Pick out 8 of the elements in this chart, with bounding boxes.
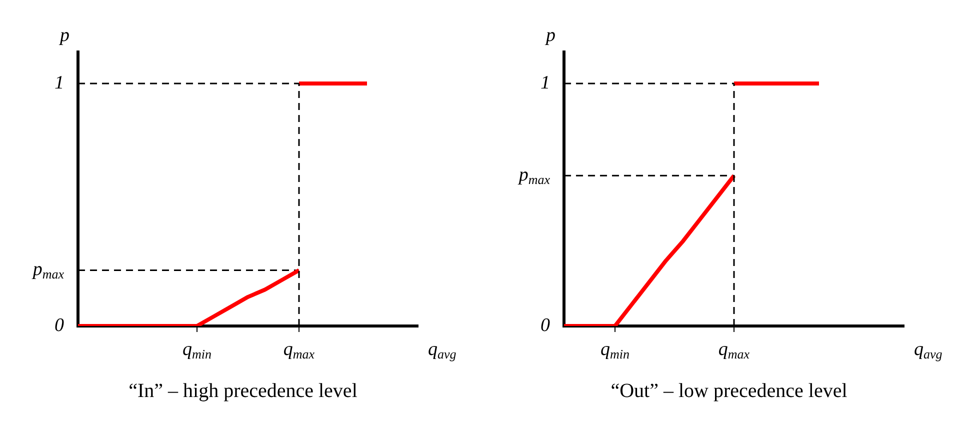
y-tick-label: 0 (54, 315, 64, 336)
y-tick-label: 1 (540, 72, 550, 94)
text: “Out” – low precedence level (610, 380, 848, 403)
y-axis-title: p (544, 25, 556, 46)
y-axis-title: p (58, 25, 70, 46)
y-tick-label: 0 (540, 315, 550, 336)
y-tick-label: 1 (54, 72, 64, 94)
text: “In” – high precedence level (128, 380, 358, 403)
